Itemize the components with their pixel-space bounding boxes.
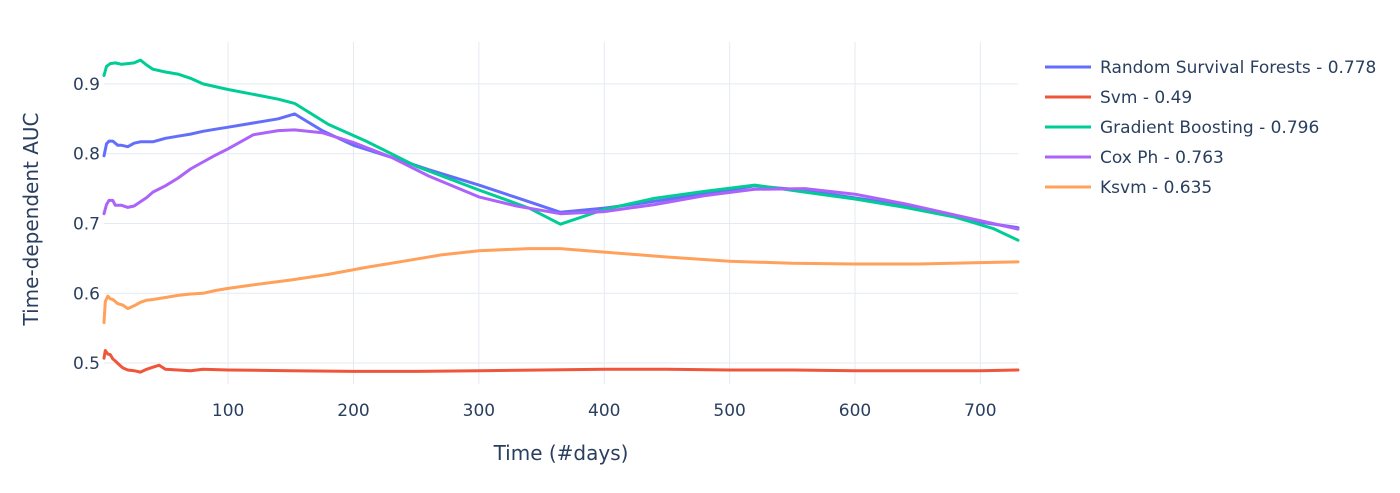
y-tick-label: 0.8 [73, 145, 100, 165]
legend-entry-label: Cox Ph - 0.763 [1100, 148, 1224, 168]
legend-entry-label: Ksvm - 0.635 [1100, 178, 1212, 198]
x-tick-label: 100 [212, 401, 244, 421]
legend-entry-label: Random Survival Forests - 0.778 [1100, 58, 1376, 78]
legend-entry-label: Gradient Boosting - 0.796 [1100, 118, 1319, 138]
y-tick-label: 0.6 [73, 284, 100, 304]
x-tick-label: 300 [463, 401, 495, 421]
y-tick-labels: 0.5 0.6 0.7 0.8 0.9 [73, 75, 100, 374]
series-line-2 [102, 349, 1020, 374]
y-tick-label: 0.7 [73, 214, 100, 234]
y-axis-title: Time-dependent AUC [19, 113, 43, 327]
series-line-5 [102, 247, 1020, 325]
grid-lines [104, 42, 1018, 384]
x-tick-label: 700 [964, 401, 996, 421]
series-line-4 [102, 128, 1020, 231]
series-lines [102, 58, 1020, 374]
legend: Random Survival Forests - 0.778 Svm - 0.4… [1045, 58, 1376, 198]
x-tick-label: 500 [713, 401, 745, 421]
x-tick-label: 200 [337, 401, 369, 421]
x-axis-title: Time (#days) [493, 441, 629, 465]
y-tick-label: 0.9 [73, 75, 100, 95]
series-line-1 [102, 112, 1020, 230]
y-tick-label: 0.5 [73, 354, 100, 374]
x-tick-label: 600 [839, 401, 871, 421]
x-tick-label: 400 [588, 401, 620, 421]
legend-entry-label: Svm - 0.49 [1100, 88, 1192, 108]
x-tick-labels: 100 200 300 400 500 600 700 [212, 401, 997, 421]
